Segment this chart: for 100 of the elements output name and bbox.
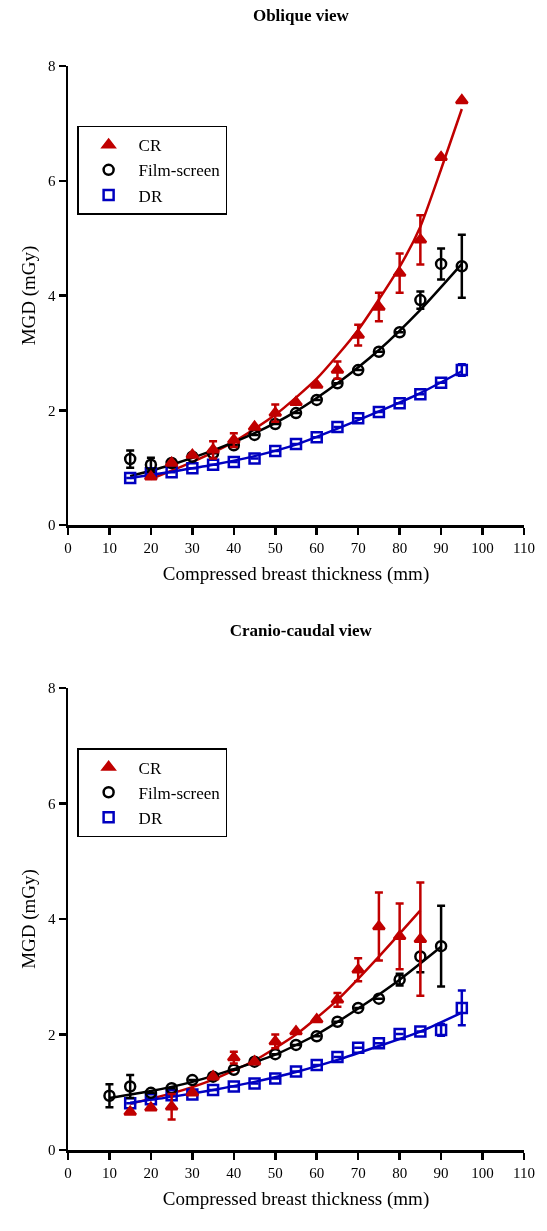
point [330,993,345,1004]
point [103,1089,116,1102]
point [372,992,386,1005]
x-tick-label: 60 [309,539,325,556]
point [331,1015,344,1029]
y-axis-title: MGD (mGy) [17,245,40,346]
point [227,1080,241,1093]
legend-label: CR [138,136,162,156]
point [206,443,221,454]
point [372,345,386,358]
x-tick-label: 110 [513,1164,535,1181]
point [414,387,427,401]
legend-label: DR [138,186,163,206]
point [455,259,469,273]
chart-title: Oblique view [252,6,350,26]
point [227,455,241,469]
point [309,378,324,389]
point [330,363,345,374]
point [414,1025,427,1038]
x-tick-label: 100 [471,1164,494,1181]
x-tick-label: 80 [392,539,408,556]
y-tick-label: 6 [48,795,56,812]
point [289,406,303,420]
point [289,1038,303,1052]
y-tick-label: 4 [48,911,56,928]
legend-label: Film-screen [138,783,221,803]
y-tick-label: 6 [48,173,56,189]
point [413,932,428,943]
point [392,930,407,941]
point [186,450,199,463]
x-tick-label: 50 [267,1164,283,1181]
point [351,1041,365,1055]
point [310,1058,323,1072]
point [186,461,199,475]
point [372,405,386,419]
point [371,300,386,311]
point [186,1073,199,1087]
x-tick-label: 10 [101,539,117,556]
point [123,1080,137,1093]
point [434,939,448,953]
point [393,1027,406,1041]
point [268,1035,283,1046]
x-tick-label: 50 [267,539,283,556]
x-tick-label: 90 [433,1164,449,1181]
y-tick-label: 2 [48,402,56,419]
x-tick-label: 40 [226,1164,242,1181]
point [372,1036,386,1050]
point [185,448,200,459]
y-tick-label: 2 [48,1026,56,1043]
legend-label: CR [138,758,162,778]
point [434,150,449,161]
x-tick-label: 100 [471,539,494,556]
point [309,1013,324,1024]
point [123,1105,138,1116]
x-tick-label: 10 [101,1164,117,1181]
point [393,397,406,410]
x-tick-label: 80 [392,1164,408,1181]
point [269,1072,282,1085]
x-tick-label: 20 [143,539,159,556]
point [455,1001,469,1015]
x-tick-label: 70 [350,1164,366,1181]
x-tick-label: 0 [64,539,72,556]
x-axis-title: Compressed breast thickness (mm) [162,1187,430,1210]
point [434,257,448,271]
x-tick-label: 30 [184,1164,200,1181]
point [269,444,282,458]
y-tick-label: 8 [48,680,56,697]
point [143,1101,158,1112]
point [454,94,469,105]
point [247,420,262,431]
point [434,376,448,389]
chart-title: Cranio-caudal view [229,621,373,641]
point [268,406,283,417]
x-tick-label: 40 [226,539,242,556]
point [310,393,323,407]
point [351,412,365,425]
x-tick-label: 30 [184,539,200,556]
point [289,437,303,451]
point [371,920,386,931]
point [392,266,407,277]
point [331,420,344,434]
x-axis-title: Compressed breast thickness (mm) [162,562,430,585]
point [248,428,261,442]
x-tick-label: 110 [513,539,535,556]
x-tick-label: 70 [350,539,366,556]
point [248,452,261,465]
point [310,1029,323,1043]
y-tick-label: 0 [48,1142,56,1159]
point [351,1001,365,1015]
point [289,1065,303,1078]
point [310,430,323,444]
point [351,963,366,974]
y-axis-title: MGD (mGy) [17,869,40,969]
point [226,433,241,444]
legend-label: Film-screen [138,161,221,181]
x-tick-label: 90 [433,539,449,556]
point [144,1086,158,1100]
y-tick-label: 4 [48,287,56,304]
point [206,1083,220,1097]
legend-label: DR [138,808,163,828]
